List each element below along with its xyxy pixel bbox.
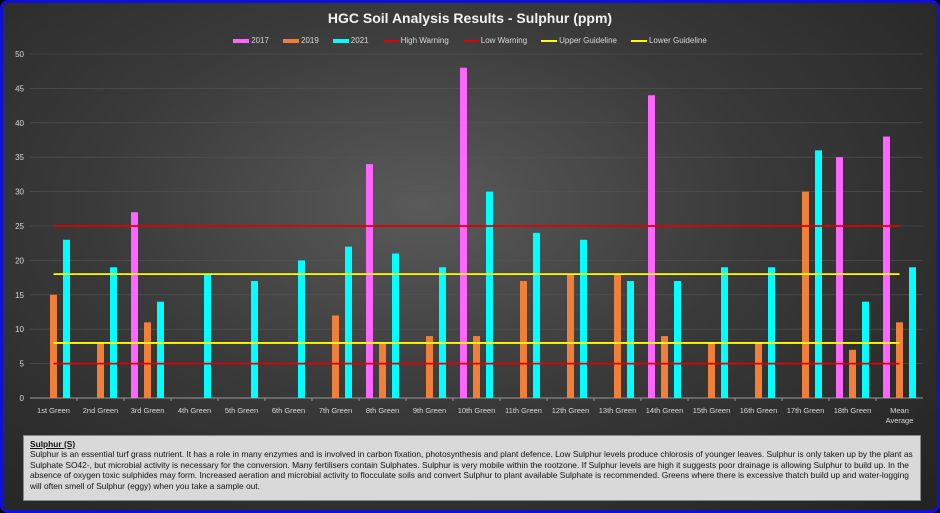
bar-2021-5th-green: [251, 281, 258, 398]
legend-item-2021: 2021: [332, 36, 369, 45]
bar-2019-13th-green: [614, 274, 621, 398]
bar-2019-mean-average: [896, 322, 903, 398]
legend-swatch: [233, 38, 250, 43]
plot-area: 0 5 10 15 20 25 30 35 40 45 50 1st Green 2nd Green 3r…: [15, 50, 923, 425]
x-tick-label: 17th Green: [787, 406, 825, 415]
x-tick-label: 12th Green: [552, 406, 590, 415]
x-tick-label: 15th Green: [693, 406, 731, 415]
bar-2021-4th-green: [204, 274, 211, 398]
y-tick-label: 15: [15, 291, 24, 300]
bar-2017-mean-average: [883, 136, 890, 398]
x-tick-label: Average: [886, 416, 914, 425]
bar-2019-15th-green: [708, 342, 715, 398]
y-tick-label: 30: [15, 188, 24, 197]
bar-2021-mean-average: [909, 267, 916, 398]
x-tick-label: 4th Green: [178, 406, 211, 415]
legend-swatch: [283, 38, 299, 43]
bar-2021-3rd-green: [157, 301, 164, 398]
legend-swatch: [630, 39, 647, 42]
legend-item-low-warning: Low Warning: [462, 36, 528, 45]
y-tick-label: 40: [15, 119, 24, 128]
x-tick-label: 6th Green: [272, 406, 305, 415]
bar-2019-8th-green: [379, 342, 386, 398]
x-tick-label: 2nd Green: [83, 406, 118, 415]
x-tick-label: 7th Green: [319, 406, 352, 415]
y-tick-label: 25: [15, 222, 24, 231]
bar-2019-12th-green: [567, 274, 574, 398]
legend-label: 2017: [251, 36, 269, 45]
y-tick-label: 0: [20, 394, 25, 403]
bar-2017-3rd-green: [131, 212, 138, 398]
y-tick-label: 5: [20, 360, 25, 369]
x-tick-label: 13th Green: [599, 406, 637, 415]
legend-item-2017: 2017: [233, 36, 269, 45]
note-body: Sulphur is an essential turf grass nutri…: [30, 449, 913, 491]
x-tick-label: 8th Green: [366, 406, 399, 415]
bar-2021-2nd-green: [110, 267, 117, 398]
y-tick-label: 35: [15, 153, 24, 162]
y-tick-label: 45: [15, 84, 24, 93]
bar-2021-9th-green: [439, 267, 446, 398]
x-tick-label: 10th Green: [458, 406, 496, 415]
bar-2021-18th-green: [862, 301, 869, 398]
bar-2021-12th-green: [580, 239, 587, 398]
legend-item-upper-guideline: Upper Guideline: [541, 36, 617, 45]
bar-2021-14th-green: [674, 281, 681, 398]
x-tick-label: 1st Green: [37, 406, 70, 415]
bar-2021-11th-green: [533, 232, 540, 398]
x-tick-label: 9th Green: [413, 406, 446, 415]
info-note: Sulphur (S) Sulphur is an essential turf…: [23, 435, 921, 501]
x-tick-label: 14th Green: [646, 406, 684, 415]
bar-2021-6th-green: [298, 260, 305, 398]
bar-2019-10th-green: [473, 336, 480, 398]
bar-2017-18th-green: [836, 157, 843, 398]
bar-2019-16th-green: [755, 342, 762, 398]
y-tick-label: 50: [15, 50, 24, 59]
legend-swatch: [462, 39, 479, 42]
note-heading: Sulphur (S): [30, 439, 76, 449]
bar-2017-14th-green: [648, 95, 655, 398]
legend-swatch: [382, 39, 399, 42]
legend-label: Lower Guideline: [648, 36, 707, 45]
legend-label: Upper Guideline: [559, 36, 617, 45]
legend: 2017 2019 2021 High Warning Low Warning …: [3, 36, 937, 45]
chart-title: HGC Soil Analysis Results - Sulphur (ppm…: [327, 10, 613, 26]
legend-label: 2021: [350, 36, 369, 45]
x-tick-label: 11th Green: [505, 406, 542, 415]
bar-2019-1st-green: [50, 294, 57, 398]
x-tick-label: 16th Green: [740, 406, 778, 415]
x-tick-label: 18th Green: [834, 406, 872, 415]
x-tick-label: Mean: [890, 406, 909, 415]
legend-label: High Warning: [400, 36, 449, 45]
bar-2021-15th-green: [721, 267, 728, 398]
legend-item-high-warning: High Warning: [382, 36, 449, 45]
bar-2019-2nd-green: [97, 342, 104, 398]
bar-2021-16th-green: [768, 267, 775, 398]
bar-2021-7th-green: [345, 246, 352, 398]
bar-2021-10th-green: [486, 191, 493, 398]
y-tick-label: 20: [15, 256, 24, 265]
bar-2019-11th-green: [520, 281, 527, 398]
y-tick-label: 10: [15, 325, 24, 334]
bar-2019-3rd-green: [144, 322, 151, 398]
bar-2019-7th-green: [332, 315, 339, 398]
bar-2021-8th-green: [392, 253, 399, 398]
bar-2019-9th-green: [426, 336, 433, 398]
bar-2019-17th-green: [802, 191, 809, 398]
legend-label: Low Warning: [480, 36, 528, 45]
bar-2019-14th-green: [661, 336, 668, 398]
legend-swatch: [541, 39, 558, 42]
bar-2021-1st-green: [63, 239, 70, 398]
bar-2017-10th-green: [460, 67, 467, 398]
legend-swatch: [332, 38, 349, 43]
x-tick-label: 3rd Green: [131, 406, 165, 415]
x-tick-label: 5th Green: [225, 406, 258, 415]
legend-item-2019: 2019: [283, 36, 319, 45]
legend-label: 2019: [301, 36, 319, 45]
bar-2021-13th-green: [627, 281, 634, 398]
bar-2017-8th-green: [366, 164, 373, 398]
legend-item-lower-guideline: Lower Guideline: [630, 36, 707, 45]
bar-2019-18th-green: [849, 349, 856, 398]
